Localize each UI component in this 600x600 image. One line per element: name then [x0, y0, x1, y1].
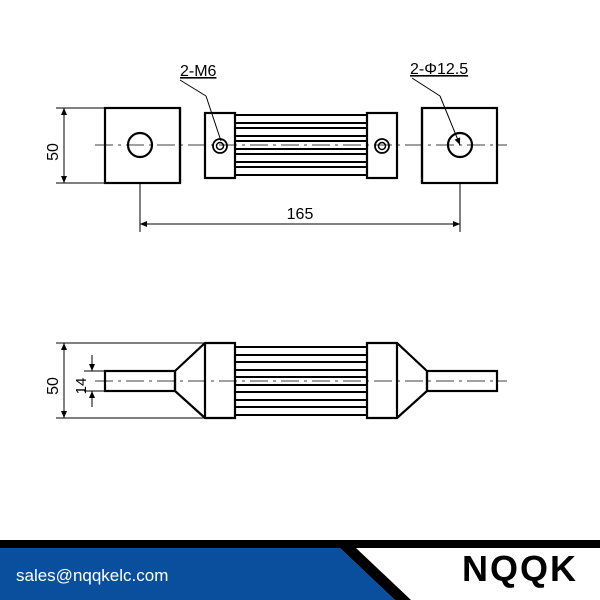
dim-14-label: 14: [73, 378, 90, 395]
dim-50-top: 50: [45, 108, 105, 183]
footer: sales@nqqkelc.com NQQK: [0, 518, 600, 600]
m6-screw-left: [213, 139, 227, 153]
footer-email: sales@nqqkelc.com: [16, 566, 168, 586]
dim-50-top-label: 50: [45, 143, 62, 161]
dim-50-side: 50: [45, 343, 205, 418]
dim-50-side-label: 50: [45, 377, 62, 395]
side-view: 50 14: [45, 343, 507, 418]
m6-label: 2-M6: [180, 63, 217, 80]
phi-label: 2-Φ12.5: [410, 61, 468, 78]
callout-m6: 2-M6: [180, 63, 221, 141]
m6-screw-right: [375, 139, 389, 153]
technical-drawing: 2-M6 2-Φ12.5 50 165: [0, 0, 600, 518]
dim-165: 165: [140, 183, 460, 232]
dim-165-label: 165: [287, 206, 314, 223]
top-view: 2-M6 2-Φ12.5 50 165: [45, 61, 507, 232]
footer-logo: NQQK: [462, 548, 578, 590]
